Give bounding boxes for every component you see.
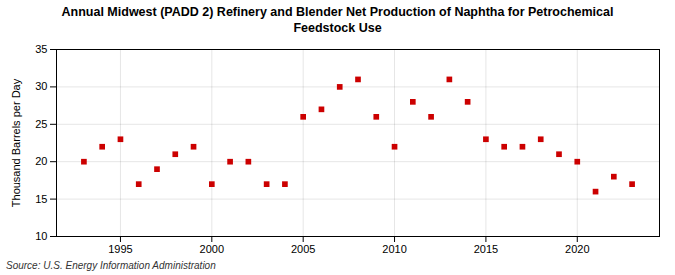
svg-text:2005: 2005 (291, 243, 315, 255)
svg-text:1995: 1995 (108, 243, 132, 255)
svg-text:Thousand Barrels per Day: Thousand Barrels per Day (10, 78, 22, 207)
svg-text:25: 25 (35, 117, 47, 129)
svg-text:10: 10 (35, 230, 47, 242)
svg-text:2020: 2020 (565, 243, 589, 255)
svg-text:20: 20 (35, 155, 47, 167)
svg-text:2010: 2010 (382, 243, 406, 255)
html-text:Source: U.S. Energy Informatio: Source: U.S. Energy Information Administ… (6, 259, 216, 271)
svg-text:2015: 2015 (474, 243, 498, 255)
svg-text:2000: 2000 (200, 243, 224, 255)
svg-text:30: 30 (35, 80, 47, 92)
svg-text:15: 15 (35, 192, 47, 204)
html-text:Annual Midwest (PADD 2) Refine: Annual Midwest (PADD 2) Refinery and Ble… (61, 5, 614, 36)
svg-text:35: 35 (35, 43, 47, 55)
